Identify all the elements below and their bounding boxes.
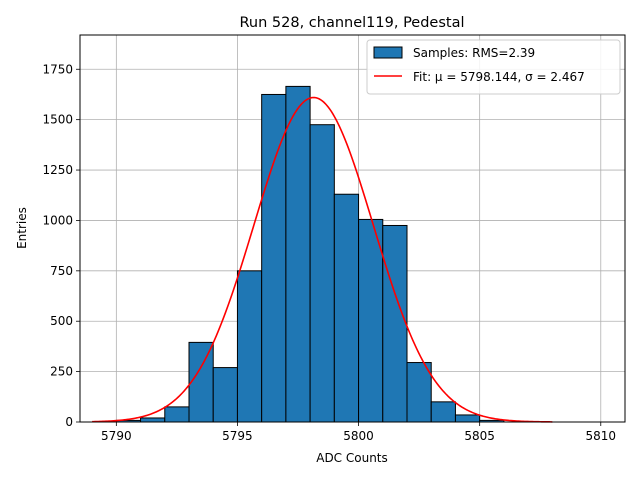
- legend: Samples: RMS=2.39 Fit: μ = 5798.144, σ =…: [366, 39, 621, 95]
- histogram-bar: [430, 401, 456, 423]
- chart-title: Run 528, channel119, Pedestal: [239, 15, 464, 31]
- histogram-bar: [285, 85, 311, 423]
- legend-label-samples: Samples: RMS=2.39: [413, 46, 535, 60]
- x-tick-label: 5800: [343, 429, 374, 443]
- y-axis-ticks: 0 250 500 750 1000 1250 1500 1750: [42, 62, 80, 429]
- y-tick-label: 1750: [42, 62, 73, 76]
- histogram-bar: [261, 93, 287, 423]
- y-tick-label: 0: [65, 415, 73, 429]
- histogram-bar: [454, 414, 481, 423]
- histogram-bar: [140, 417, 166, 423]
- x-tick-label: 5790: [101, 429, 132, 443]
- y-tick-label: 250: [50, 365, 73, 379]
- x-axis-ticks: 5790 5795 5800 5805 5810: [101, 422, 616, 443]
- y-tick-label: 1250: [42, 163, 73, 177]
- y-tick-label: 1000: [42, 213, 73, 227]
- x-axis-label: ADC Counts: [316, 451, 388, 465]
- histogram-bar: [382, 224, 408, 423]
- histogram-bar: [309, 124, 335, 423]
- histogram-bar: [358, 218, 384, 423]
- legend-box: [366, 39, 621, 95]
- histogram-bar: [164, 406, 190, 423]
- y-tick-label: 1500: [42, 113, 73, 127]
- y-tick-label: 500: [50, 314, 73, 328]
- x-tick-label: 5810: [586, 429, 617, 443]
- legend-label-fit: Fit: μ = 5798.144, σ = 2.467: [413, 70, 585, 84]
- x-tick-label: 5805: [464, 429, 495, 443]
- plot-frame: [79, 34, 626, 423]
- histogram-bar: [406, 362, 432, 423]
- legend-swatch-samples: [373, 46, 403, 59]
- y-tick-label: 750: [50, 264, 73, 278]
- histogram-bar: [212, 367, 238, 423]
- histogram-bar: [236, 270, 263, 423]
- x-tick-label: 5795: [222, 429, 253, 443]
- histogram-bar: [333, 193, 360, 423]
- histogram-bars: [115, 85, 505, 423]
- histogram-bar: [188, 341, 214, 423]
- fit-curve: [92, 96, 553, 423]
- y-axis-label: Entries: [15, 207, 29, 249]
